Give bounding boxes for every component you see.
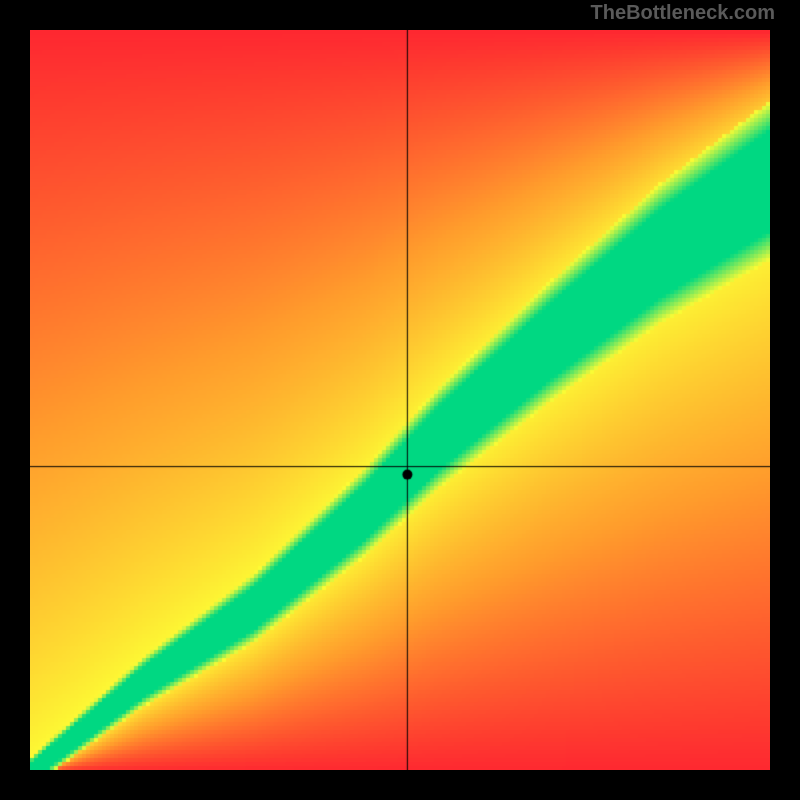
- heatmap-canvas: [30, 30, 770, 770]
- bottleneck-heatmap: [30, 30, 770, 770]
- watermark-text: TheBottleneck.com: [591, 2, 775, 25]
